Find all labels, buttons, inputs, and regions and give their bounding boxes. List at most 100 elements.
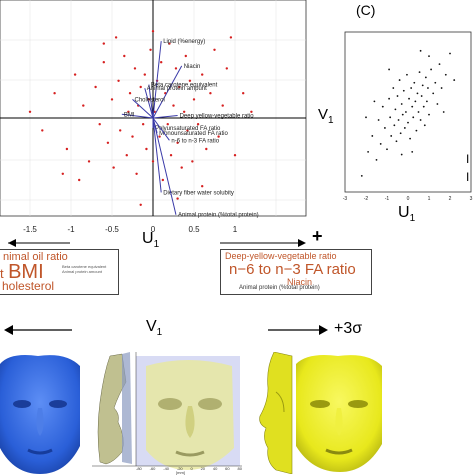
loading-vector bbox=[152, 41, 162, 119]
panel-c-point bbox=[430, 68, 432, 71]
biplot-point bbox=[213, 48, 216, 51]
biplot-point bbox=[201, 73, 204, 76]
loading-label: Dietary fiber water solubity bbox=[163, 190, 234, 196]
biplot-point bbox=[196, 123, 200, 126]
loading-vector bbox=[121, 113, 154, 119]
panel-c-point bbox=[360, 174, 363, 177]
biplot-point bbox=[151, 160, 155, 163]
bottom-v-label: V1 bbox=[146, 318, 163, 339]
biplot-point bbox=[166, 123, 169, 126]
biplot-point bbox=[180, 166, 183, 169]
loading-label: Lipid (%energy) bbox=[163, 39, 205, 45]
biplot-vectors: Lipid (%energy) Niacin Beta carotene equiv… bbox=[121, 39, 259, 219]
biplot-point bbox=[229, 36, 233, 39]
biplot-point bbox=[133, 67, 137, 70]
loading-label: n-6 to n-3 FA ratio bbox=[171, 138, 219, 144]
blue-face-front bbox=[0, 355, 80, 474]
panel-c-point bbox=[410, 87, 413, 89]
biplot-point bbox=[112, 166, 115, 169]
biplot-point bbox=[188, 79, 192, 83]
panel-c-x-tick-label: -3 bbox=[343, 196, 348, 202]
panel-c-point bbox=[444, 73, 447, 76]
biplot-point bbox=[168, 42, 171, 45]
loading-label: Deep yellow-vegetable ratio bbox=[180, 114, 255, 120]
biplot-point bbox=[174, 67, 178, 70]
panel-c-point bbox=[365, 116, 367, 119]
panel-c-side-marks: I I bbox=[466, 152, 470, 184]
panel-c-point bbox=[393, 124, 396, 127]
panel-c-point bbox=[415, 129, 418, 132]
panel-c-point bbox=[421, 84, 424, 87]
panel-c-point bbox=[417, 111, 420, 113]
panel-c-point bbox=[419, 49, 422, 52]
biplot-point bbox=[61, 172, 64, 175]
yellow-face-front bbox=[296, 355, 382, 472]
biplot-point bbox=[117, 79, 120, 83]
bottom-arrows bbox=[4, 325, 328, 335]
legend-right-small: Animal protein (%total protein) bbox=[239, 285, 320, 291]
panel-c-point bbox=[449, 52, 451, 55]
biplot-point bbox=[182, 110, 186, 114]
biplot-point bbox=[94, 85, 97, 89]
biplot-x-tick-label: -0.5 bbox=[105, 225, 119, 234]
panel-c-point bbox=[407, 121, 409, 124]
panel-c-point bbox=[438, 63, 441, 66]
panel-c-point bbox=[400, 103, 403, 105]
loading-vector bbox=[144, 88, 154, 119]
biplot-point bbox=[151, 30, 155, 33]
biplot-point bbox=[139, 85, 142, 89]
biplot-point bbox=[160, 61, 163, 64]
biplot-point bbox=[125, 154, 128, 157]
panel-c-point bbox=[399, 132, 402, 135]
loading-vector bbox=[152, 117, 162, 193]
panel-c-point bbox=[389, 116, 392, 119]
panel-c-point bbox=[411, 105, 414, 108]
biplot-point bbox=[217, 135, 220, 138]
loading-vector bbox=[148, 84, 154, 119]
panel-c-point bbox=[416, 92, 419, 95]
legend-right-line1: Deep-yellow-vegetable ratio bbox=[225, 251, 337, 261]
panel-c-point bbox=[386, 148, 388, 151]
loading-vector bbox=[152, 115, 178, 119]
legend-left-line1: nimal oil ratio bbox=[3, 251, 68, 263]
biplot-point bbox=[41, 129, 44, 132]
panel-c-point bbox=[394, 108, 397, 111]
panel-c-point bbox=[420, 95, 423, 97]
biplot-x-ticks: -1.5 -1 -0.5 0 0.5 1 bbox=[23, 225, 238, 234]
biplot-point bbox=[184, 54, 187, 58]
biplot-point bbox=[225, 67, 228, 70]
panel-c-point bbox=[367, 151, 369, 153]
loading-label: Cholesterol bbox=[135, 97, 165, 103]
biplot-point bbox=[102, 61, 106, 64]
panel-c-point bbox=[427, 87, 429, 89]
biplot-point bbox=[233, 154, 237, 157]
biplot-point bbox=[65, 147, 69, 151]
loading-label: Niacin bbox=[184, 64, 201, 70]
panel-c-scatter: -3 -2 -1 0 1 2 3 bbox=[343, 31, 473, 202]
panel-c-x-ticks: -3 -2 -1 0 1 2 3 bbox=[343, 196, 473, 202]
biplot-point bbox=[127, 110, 130, 114]
loading-label: Polyunsaturated FA ratio bbox=[155, 126, 221, 132]
panel-c-point bbox=[434, 81, 437, 84]
loading-vector bbox=[152, 65, 183, 119]
overlay-axis-unit: [mm] bbox=[176, 470, 185, 475]
panel-c-point bbox=[395, 140, 398, 143]
panel-c-point bbox=[409, 137, 411, 140]
panel-c-point bbox=[388, 68, 390, 71]
legend-right-big: n−6 to n−3 FA ratio bbox=[229, 261, 356, 278]
yellow-face-side bbox=[259, 352, 293, 474]
loading-label: Animal protein (%total protein) bbox=[178, 213, 259, 219]
panel-c-point bbox=[381, 105, 384, 108]
loading-label: BMI bbox=[124, 112, 135, 118]
biplot-point bbox=[110, 98, 114, 101]
panel-c-point bbox=[388, 97, 390, 100]
biplot-point bbox=[191, 160, 194, 163]
panel-c-point bbox=[396, 95, 399, 97]
biplot-xlabel: U1 bbox=[142, 230, 160, 251]
legend-left-small: Beta carotene equivalent Animal protein … bbox=[62, 264, 107, 274]
biplot-x-tick-label: 1 bbox=[233, 225, 238, 234]
panel-c-point bbox=[377, 119, 380, 121]
plus-sign: + bbox=[312, 226, 323, 246]
biplot-x-tick-label: -1.5 bbox=[23, 225, 37, 234]
direction-arrows bbox=[8, 239, 306, 247]
